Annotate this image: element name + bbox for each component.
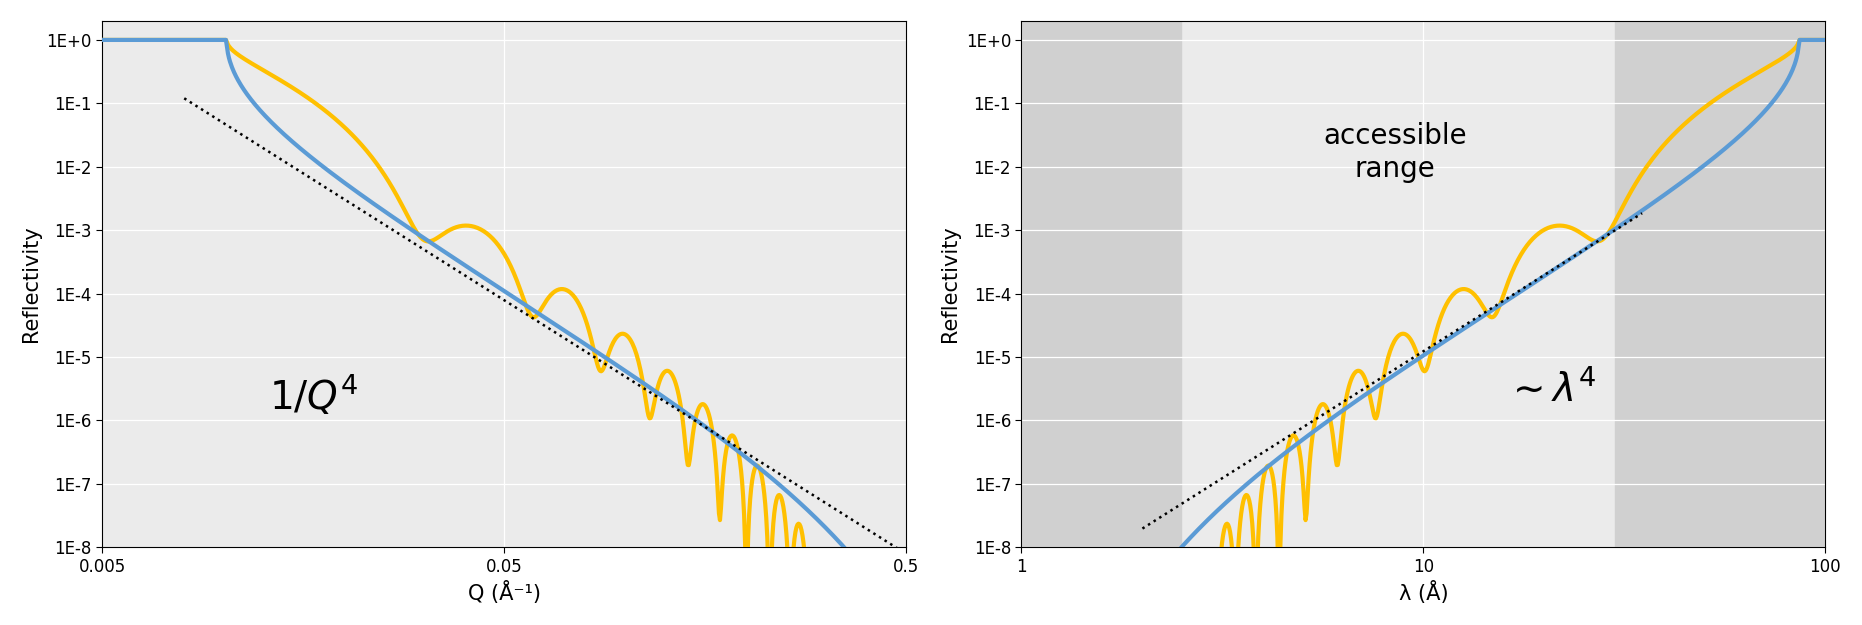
Text: $\sim\lambda^4$: $\sim\lambda^4$ <box>1506 370 1598 409</box>
Text: accessible
range: accessible range <box>1324 122 1467 183</box>
X-axis label: Q (Å⁻¹): Q (Å⁻¹) <box>467 581 540 604</box>
Y-axis label: Reflectivity: Reflectivity <box>20 226 41 342</box>
X-axis label: λ (Å): λ (Å) <box>1398 581 1449 604</box>
Bar <box>1614 21 1825 548</box>
Text: $1/Q^4$: $1/Q^4$ <box>268 373 358 418</box>
Y-axis label: Reflectivity: Reflectivity <box>940 226 961 342</box>
Bar <box>1022 21 1181 548</box>
